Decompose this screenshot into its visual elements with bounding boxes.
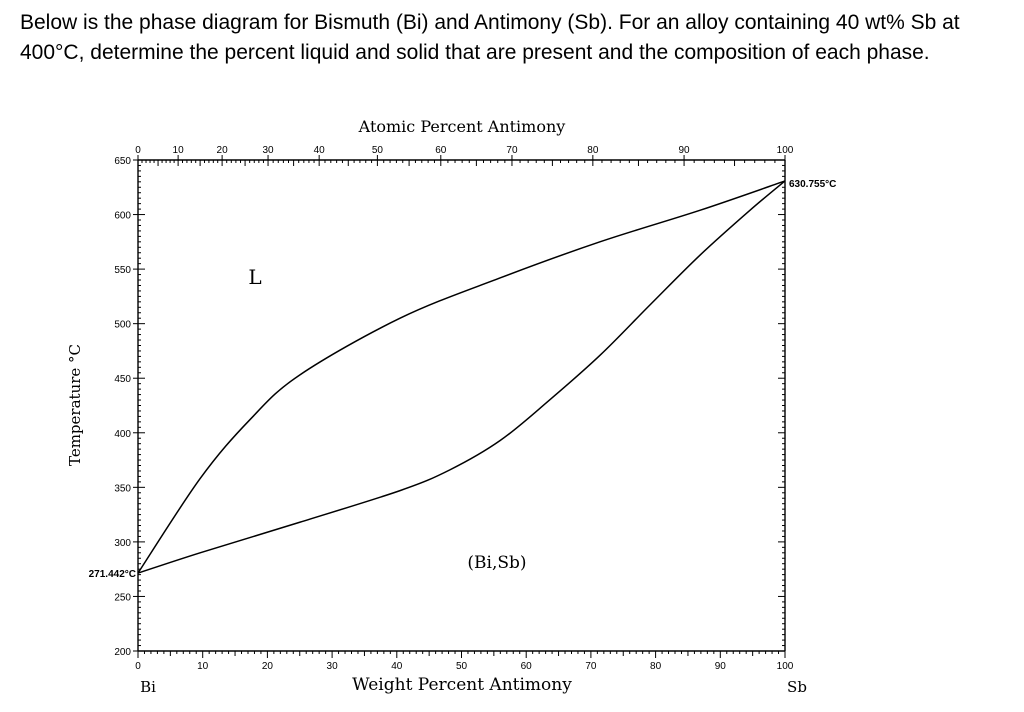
y-tick-label: 200 [114,647,131,658]
x-tick-label: 70 [585,661,597,672]
liquid-region-label: L [248,265,261,289]
question-text: Below is the phase diagram for Bismuth (… [20,11,960,64]
y-tick-label: 450 [114,374,131,385]
liquidus-curve [137,180,786,574]
sb-label: Sb [787,678,807,696]
x-tick-label: 80 [650,661,662,672]
y-tick-label: 500 [114,320,131,331]
sb-melting-label: 630.755°C [789,179,836,190]
top-tick-label: 90 [679,145,691,156]
y-tick-label: 400 [114,429,131,440]
x-tick-label: 100 [777,661,794,672]
top-axis-label: Atomic Percent Antimony [358,117,566,136]
bi-label: Bi [140,678,156,696]
top-tick-label: 10 [173,145,185,156]
x-tick-label: 50 [456,661,468,672]
x-tick-label: 30 [327,661,339,672]
top-tick-label: 0 [135,145,141,156]
x-tick-label: 60 [521,661,533,672]
x-tick-label: 0 [135,661,141,672]
top-tick-label: 60 [435,145,447,156]
top-tick-label: 20 [217,145,229,156]
x-axis-label: Weight Percent Antimony [352,675,572,695]
top-tick-label: 80 [587,145,599,156]
x-tick-label: 40 [391,661,403,672]
x-tick-label: 20 [262,661,274,672]
y-tick-label: 600 [114,211,131,222]
y-axis-label: Temperature °C [66,344,84,466]
top-tick-label: 100 [777,145,794,156]
y-tick-label: 350 [114,483,131,494]
top-tick-label: 40 [314,145,326,156]
bi-melting-label: 271.442°C [89,569,136,580]
top-tick-label: 70 [506,145,518,156]
top-tick-label: 30 [262,145,274,156]
y-tick-label: 250 [114,592,131,603]
x-tick-label: 90 [715,661,727,672]
y-tick-label: 550 [114,265,131,276]
x-tick-label: 10 [197,661,209,672]
y-tick-label: 650 [114,156,131,167]
solid-region-label: (Bi,Sb) [467,553,526,573]
y-tick-label: 300 [114,538,131,549]
top-tick-label: 50 [372,145,384,156]
solidus-curve [137,180,786,574]
